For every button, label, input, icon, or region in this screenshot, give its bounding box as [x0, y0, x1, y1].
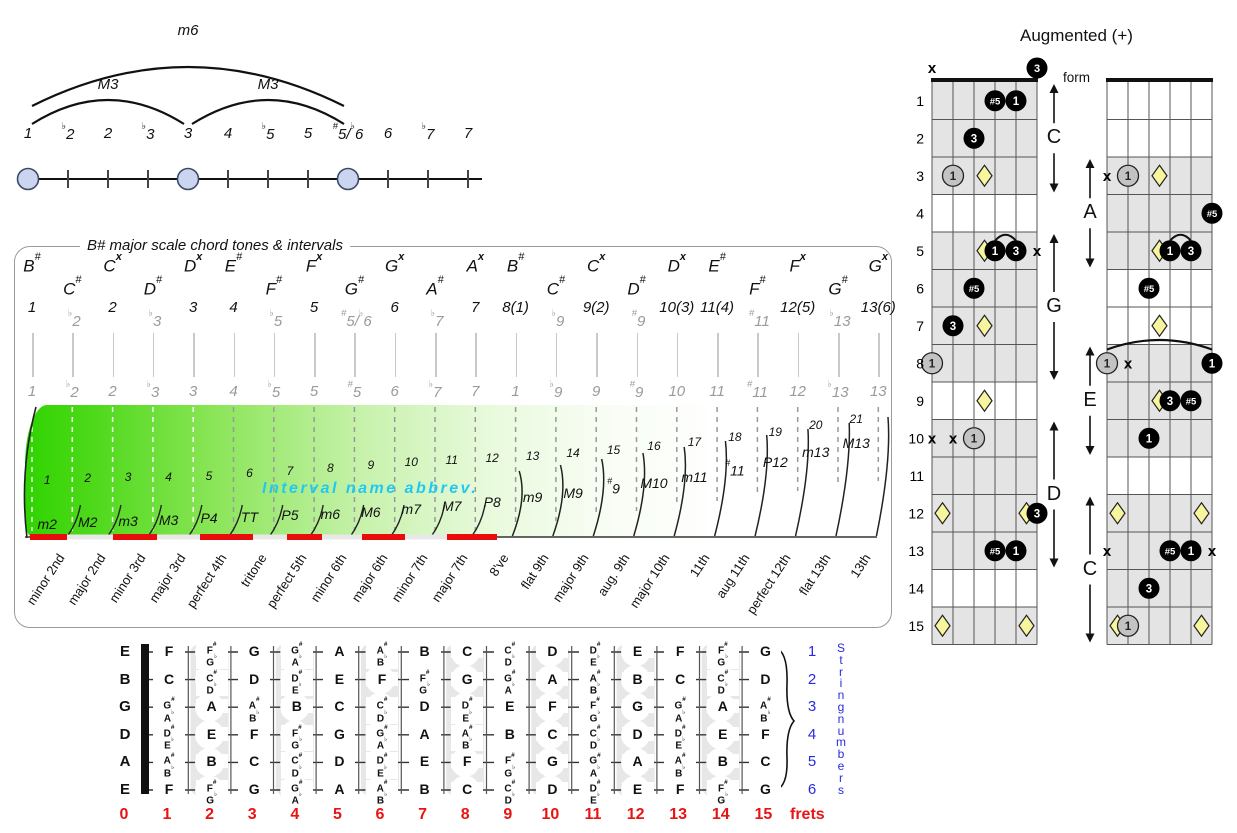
svg-text:5: 5	[916, 243, 924, 259]
degree-label: #5/♭6	[332, 120, 364, 143]
svg-text:x: x	[1033, 243, 1042, 260]
fretboard-chart-grid	[141, 640, 796, 805]
degree-label: ♭2	[61, 120, 75, 143]
svg-text:3: 3	[1034, 63, 1040, 75]
svg-text:x: x	[1103, 168, 1112, 185]
svg-text:1: 1	[929, 358, 936, 370]
interval-arc-diagram	[16, 66, 482, 191]
interval-fan-lines	[23, 406, 890, 540]
svg-text:1: 1	[992, 246, 999, 258]
svg-text:x: x	[949, 430, 958, 447]
arc-label: m6	[177, 22, 199, 39]
scale-panel-title: B# major scale chord tones & intervals	[80, 237, 350, 254]
svg-text:x: x	[1124, 355, 1133, 372]
arc-label: M3	[97, 76, 119, 93]
degree-label: 6	[383, 125, 393, 142]
svg-text:#5: #5	[969, 284, 980, 295]
degree-label: 4	[223, 125, 233, 142]
degree-label: 1	[23, 125, 33, 142]
svg-text:x: x	[928, 430, 937, 447]
svg-text:3: 3	[971, 133, 977, 145]
scale-panel-title-text: B# major scale chord tones & intervals	[87, 237, 343, 254]
degree-label: ♭3	[141, 120, 155, 143]
svg-text:12: 12	[908, 505, 924, 521]
svg-text:1: 1	[1146, 433, 1153, 445]
svg-text:13: 13	[908, 543, 924, 559]
svg-text:1: 1	[1125, 621, 1132, 633]
augmented-title-text: Augmented (+)	[1020, 26, 1133, 45]
svg-text:6: 6	[916, 280, 924, 296]
augmented-title: Augmented (+)	[1020, 26, 1133, 46]
svg-text:8: 8	[916, 355, 924, 371]
svg-text:1: 1	[1013, 546, 1020, 558]
svg-text:3: 3	[1013, 246, 1019, 258]
svg-text:3: 3	[950, 321, 956, 333]
svg-text:x: x	[928, 60, 937, 77]
degree-label: 3	[183, 125, 193, 142]
svg-text:14: 14	[908, 580, 924, 596]
svg-text:1: 1	[950, 171, 957, 183]
svg-text:1: 1	[1188, 546, 1195, 558]
svg-text:#5: #5	[1207, 209, 1218, 220]
svg-text:2: 2	[916, 130, 924, 146]
svg-text:9: 9	[916, 393, 924, 409]
svg-text:x: x	[1103, 543, 1112, 560]
interval-arc-labels: 1 ♭2 2 ♭3 3 4 ♭5 5 #5/♭6 6 ♭7 7 m6 M3 M3	[0, 0, 500, 210]
svg-text:#5: #5	[990, 96, 1001, 107]
scale-panel-border	[14, 246, 892, 628]
svg-text:#5: #5	[990, 546, 1001, 557]
svg-text:#5: #5	[1144, 284, 1155, 295]
svg-text:11: 11	[909, 468, 924, 484]
svg-text:10: 10	[908, 430, 924, 446]
degree-label: ♭5	[261, 120, 275, 143]
svg-text:3: 3	[1188, 246, 1194, 258]
svg-text:1: 1	[1125, 171, 1132, 183]
svg-text:3: 3	[1146, 583, 1152, 595]
degree-label: ♭7	[421, 120, 435, 143]
svg-text:1: 1	[1013, 96, 1020, 108]
interval-fan-gradient	[25, 405, 877, 537]
svg-text:x: x	[1208, 543, 1217, 560]
svg-text:4: 4	[916, 205, 924, 221]
svg-text:3: 3	[916, 168, 924, 184]
svg-text:7: 7	[916, 318, 924, 334]
degree-label: 2	[103, 125, 113, 142]
svg-text:3: 3	[1167, 396, 1173, 408]
svg-text:15: 15	[908, 618, 924, 634]
svg-text:3: 3	[1034, 508, 1040, 520]
svg-text:1: 1	[916, 93, 924, 109]
degree-label: 5	[303, 125, 313, 142]
svg-text:1: 1	[1104, 358, 1111, 370]
svg-text:#5: #5	[1186, 396, 1197, 407]
svg-text:#5: #5	[1165, 546, 1176, 557]
svg-text:1: 1	[971, 433, 978, 445]
arc-label: M3	[257, 76, 279, 93]
degree-label: 7	[463, 125, 473, 142]
svg-text:1: 1	[1167, 246, 1174, 258]
svg-text:1: 1	[1209, 358, 1216, 370]
